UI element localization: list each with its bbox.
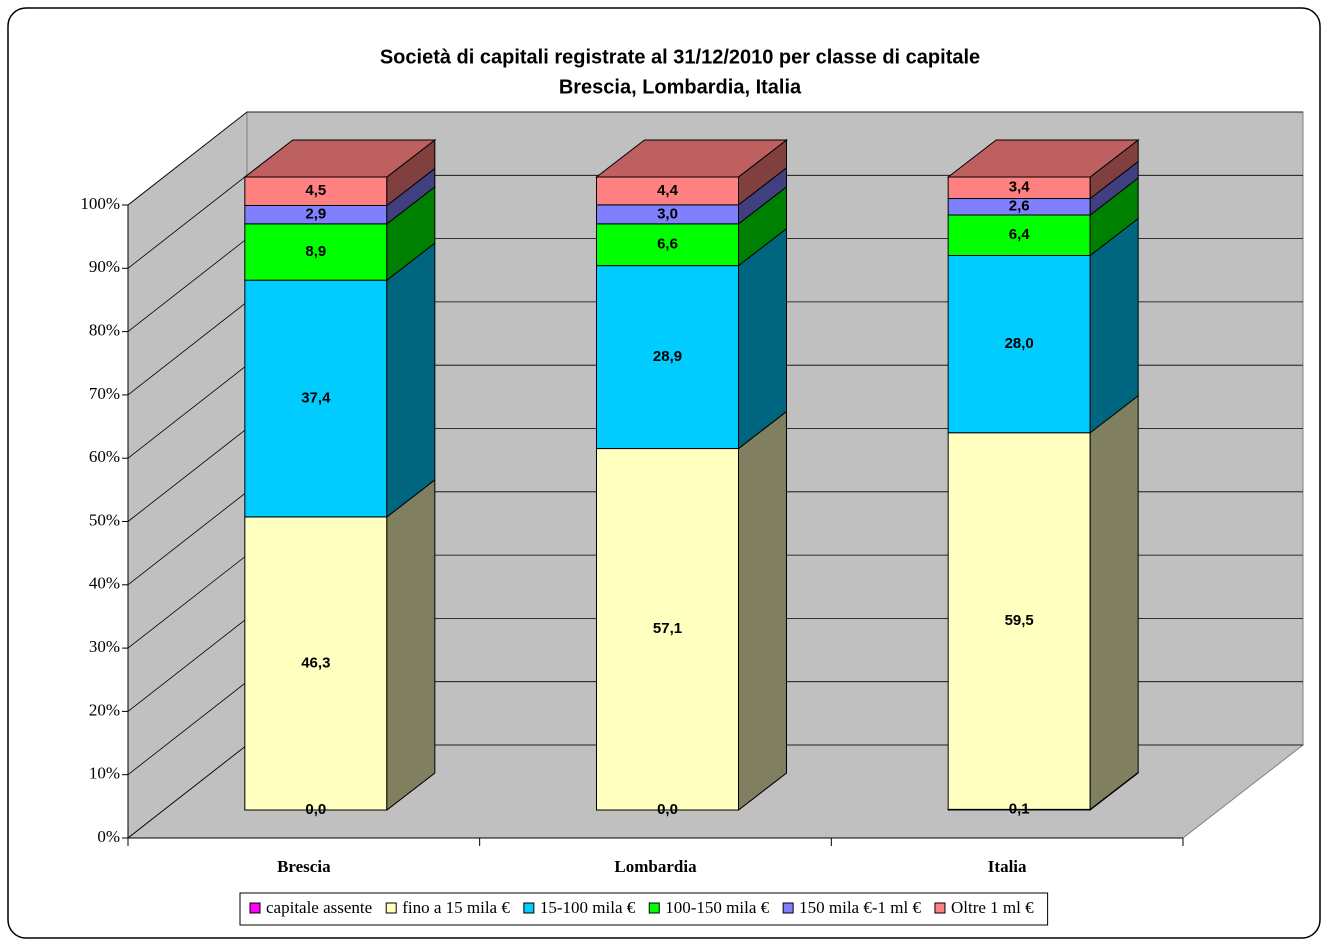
bar-side	[738, 410, 787, 812]
chart-subtitle: Brescia, Lombardia, Italia	[559, 76, 802, 98]
y-tick-label: 10%	[89, 764, 120, 783]
bar-segment	[244, 176, 388, 206]
legend-swatch	[249, 902, 261, 914]
bar-top	[595, 139, 788, 178]
legend-label: 150 mila €-1 ml €	[799, 898, 921, 917]
legend-swatch	[385, 902, 397, 914]
value-label: 0,0	[657, 801, 678, 818]
bar-side	[386, 478, 436, 812]
legend-label: fino a 15 mila €	[402, 898, 510, 917]
y-tick-label: 30%	[89, 637, 120, 656]
value-label: 28,0	[1005, 335, 1034, 352]
value-label: 4,4	[657, 182, 679, 199]
legend	[239, 892, 1049, 926]
y-tick-label: 50%	[89, 510, 120, 529]
legend-swatch	[934, 902, 946, 914]
y-tick-label: 40%	[89, 574, 120, 593]
value-label: 4,5	[305, 182, 326, 199]
bar-segment	[596, 265, 739, 450]
y-tick-label: 0%	[97, 827, 120, 846]
value-label: 3,4	[1009, 179, 1031, 196]
y-tick-label: 20%	[89, 700, 120, 719]
bar-segment	[947, 254, 1091, 434]
value-label: 8,9	[305, 243, 326, 260]
value-label: 2,9	[305, 206, 326, 223]
bar-segment	[244, 223, 388, 281]
y-tick-label: 100%	[80, 194, 120, 213]
value-label: 2,6	[1009, 198, 1030, 215]
legend-label: Oltre 1 ml €	[951, 898, 1034, 917]
y-tick-label: 80%	[89, 321, 120, 340]
legend-label: 100-150 mila €	[665, 898, 769, 917]
y-tick-label: 90%	[89, 257, 120, 276]
bar-segment	[244, 516, 388, 811]
bar-side	[1089, 394, 1139, 811]
bar-side	[1089, 217, 1139, 434]
value-label: 57,1	[653, 620, 682, 637]
value-label: 6,6	[657, 236, 678, 253]
bar-side	[738, 227, 787, 450]
value-label: 6,4	[1009, 226, 1031, 243]
bar-segment	[947, 214, 1091, 256]
value-label: 0,1	[1009, 801, 1030, 818]
value-label: 0,0	[305, 801, 326, 818]
bar-side	[386, 242, 436, 518]
bar-top	[946, 139, 1140, 178]
legend-label: 15-100 mila €	[540, 898, 636, 917]
legend-swatch	[523, 902, 535, 914]
x-tick-label: Lombardia	[614, 857, 697, 876]
value-label: 59,5	[1005, 612, 1034, 629]
x-tick-label: Italia	[988, 857, 1027, 876]
legend-swatch	[782, 902, 794, 914]
bar-segment	[596, 448, 739, 811]
chart-title: Società di capitali registrate al 31/12/…	[380, 46, 980, 68]
grid-line	[127, 111, 1303, 206]
legend-label: capitale assente	[266, 898, 372, 917]
y-tick-label: 70%	[89, 384, 120, 403]
x-tick-label: Brescia	[277, 857, 331, 876]
y-tick-label: 60%	[89, 447, 120, 466]
value-label: 28,9	[653, 348, 682, 365]
value-label: 37,4	[301, 390, 331, 407]
value-label: 3,0	[657, 205, 678, 222]
bar-top	[243, 139, 437, 178]
value-label: 46,3	[301, 654, 330, 671]
legend-swatch	[648, 902, 660, 914]
bar-segment	[947, 432, 1091, 810]
bar-segment	[244, 279, 388, 518]
bar-segment	[596, 223, 739, 267]
